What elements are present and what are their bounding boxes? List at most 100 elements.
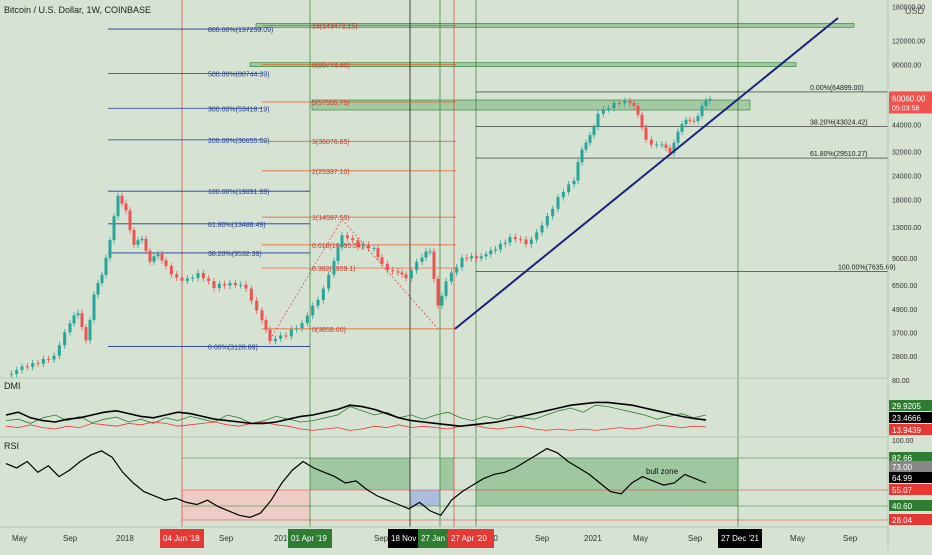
fib-mid-label: 5(57555.75) bbox=[312, 100, 350, 107]
price-candle bbox=[692, 120, 696, 122]
price-candle bbox=[460, 257, 464, 268]
price-axis-tick: 4900.00 bbox=[892, 307, 917, 314]
price-candle bbox=[156, 254, 160, 257]
price-candle bbox=[628, 101, 632, 104]
price-candle bbox=[264, 320, 268, 330]
time-axis-tick: May bbox=[12, 534, 27, 543]
time-axis-tick: Sep bbox=[63, 534, 78, 543]
price-candle bbox=[180, 277, 184, 281]
fib-right-label: 0.00%(64899.00) bbox=[810, 85, 864, 92]
date-highlight-badge bbox=[160, 529, 204, 548]
time-axis-tick: Sep bbox=[219, 534, 234, 543]
price-candle bbox=[513, 237, 517, 240]
price-candle bbox=[361, 244, 365, 247]
price-candle bbox=[372, 248, 376, 250]
price-candle bbox=[148, 250, 152, 262]
price-candle bbox=[660, 144, 664, 146]
currency-label: USD bbox=[905, 6, 925, 16]
price-candle bbox=[640, 114, 644, 128]
time-axis-tick: May bbox=[633, 534, 648, 543]
price-candle bbox=[494, 249, 498, 251]
price-axis-tick: 13000.00 bbox=[892, 225, 921, 232]
price-candle bbox=[498, 243, 502, 250]
price-candle bbox=[96, 283, 100, 295]
price-candle bbox=[479, 256, 483, 259]
price-candle bbox=[351, 238, 355, 241]
price-candle bbox=[524, 239, 528, 245]
date-highlight-badge bbox=[288, 529, 332, 548]
price-candle bbox=[112, 216, 116, 241]
price-candle bbox=[584, 142, 588, 150]
rsi-level-badge bbox=[889, 514, 932, 525]
rsi-level-label: 64.99 bbox=[892, 474, 913, 483]
price-candle bbox=[391, 270, 395, 272]
zone-5 bbox=[311, 99, 751, 111]
price-candle bbox=[15, 370, 19, 374]
zones-layer bbox=[182, 23, 855, 520]
trendline-layer bbox=[269, 17, 839, 340]
price-candle bbox=[300, 322, 304, 329]
price-axis: 180000.00 120000.00 90000.00 60060.00 05:03:… bbox=[889, 4, 932, 525]
price-candle bbox=[207, 278, 211, 282]
fib-left-label: 500.00%(80744.39) bbox=[208, 72, 270, 79]
price-candle bbox=[31, 363, 35, 367]
rsi-axis-top: 100.00 bbox=[892, 438, 914, 445]
price-candle bbox=[596, 113, 600, 128]
price-candle bbox=[217, 283, 221, 289]
price-candle bbox=[88, 319, 92, 341]
price-candle bbox=[255, 300, 259, 311]
zone-13 bbox=[255, 23, 855, 28]
price-axis-tick: 18000.00 bbox=[892, 198, 921, 205]
price-candle bbox=[688, 119, 692, 121]
time-axis-tick: 2018 bbox=[116, 534, 134, 543]
price-candle bbox=[696, 115, 700, 121]
fib-levels-layer: 800.00%(137253.09) 500.00%(80744.39) 300.0… bbox=[108, 23, 896, 351]
price-candle bbox=[295, 328, 299, 330]
price-candle bbox=[279, 335, 283, 339]
rsi-level-badge bbox=[889, 461, 932, 472]
price-candle bbox=[164, 260, 168, 266]
price-candle bbox=[305, 315, 309, 323]
price-candle bbox=[404, 274, 408, 279]
price-candle bbox=[212, 281, 216, 289]
price-candle bbox=[289, 329, 293, 337]
price-candle bbox=[100, 274, 104, 284]
price-candle bbox=[400, 272, 404, 275]
price-candle bbox=[273, 338, 277, 342]
price-candle bbox=[508, 237, 512, 243]
fib-mid-label: 8(89774.40) bbox=[312, 63, 350, 70]
bull-zone-annotation: bull zone bbox=[646, 467, 679, 476]
price-candle bbox=[455, 267, 459, 273]
price-candle bbox=[92, 294, 96, 320]
rsi-red-zone bbox=[182, 490, 310, 520]
price-candle bbox=[580, 149, 584, 163]
dmi-value-label: 13.9439 bbox=[892, 426, 921, 435]
price-candle bbox=[704, 100, 708, 106]
fib-left-label: 100.00%(19891.99) bbox=[208, 189, 270, 196]
rsi-line bbox=[5, 447, 707, 519]
price-axis-tick: 2800.00 bbox=[892, 354, 917, 361]
rsi-title: RSI bbox=[4, 441, 19, 451]
dmi-value-badge bbox=[889, 424, 932, 435]
price-candle bbox=[68, 323, 72, 333]
price-candle bbox=[223, 283, 227, 286]
price-candle bbox=[84, 327, 88, 341]
price-candle bbox=[72, 315, 76, 324]
price-candle bbox=[503, 242, 507, 244]
price-candle bbox=[385, 263, 389, 271]
price-candle bbox=[440, 295, 444, 306]
time-axis-tick: Sep bbox=[843, 534, 858, 543]
rsi-bull-zone bbox=[476, 458, 738, 506]
price-candle bbox=[672, 142, 676, 153]
price-candle bbox=[9, 373, 13, 375]
dmi-value-badge bbox=[889, 400, 932, 411]
price-candle bbox=[332, 260, 336, 275]
rsi-level-badge bbox=[889, 472, 932, 483]
fib-anchor-path bbox=[269, 218, 439, 340]
price-candle bbox=[120, 195, 124, 204]
dmi-value-badge bbox=[889, 412, 932, 423]
fib-mid-label: 1(14597.55) bbox=[312, 215, 350, 222]
